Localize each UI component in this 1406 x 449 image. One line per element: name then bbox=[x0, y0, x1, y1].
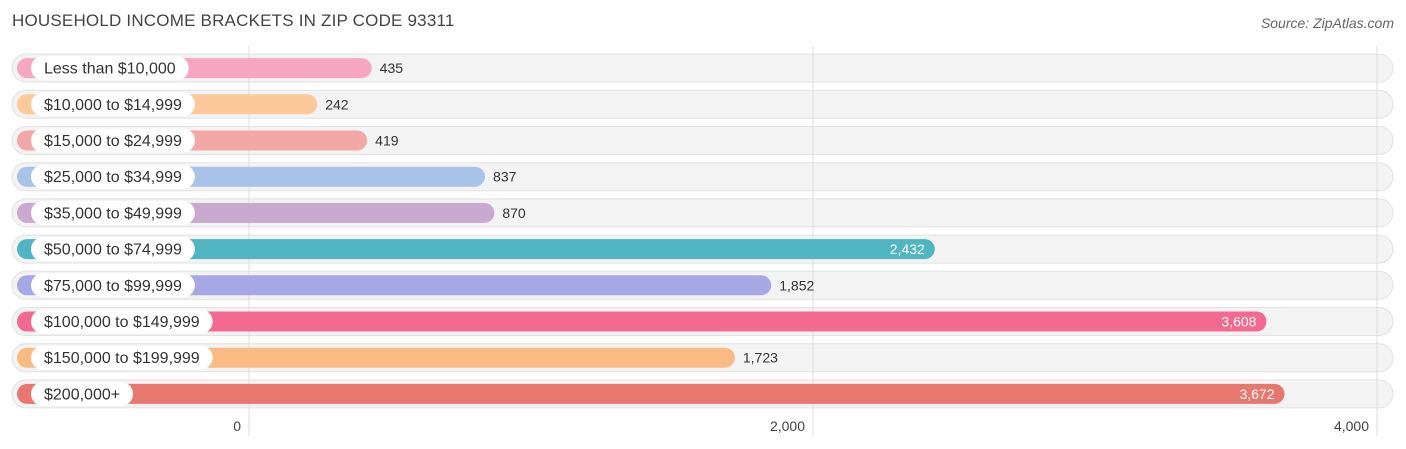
bar bbox=[17, 275, 772, 296]
bar bbox=[17, 311, 1267, 332]
category-pill bbox=[31, 309, 213, 334]
category-label: $15,000 to $24,999 bbox=[44, 133, 182, 150]
category-pill bbox=[31, 273, 195, 298]
category-label: $10,000 to $14,999 bbox=[44, 97, 182, 114]
category-label: $100,000 to $149,999 bbox=[44, 314, 200, 331]
bar bbox=[17, 239, 935, 260]
category-pill bbox=[31, 92, 195, 117]
value-label: 837 bbox=[493, 169, 517, 185]
category-pill bbox=[31, 381, 134, 406]
category-label: $150,000 to $199,999 bbox=[44, 350, 200, 367]
x-tick-label: 0 bbox=[233, 418, 241, 434]
value-label: 435 bbox=[380, 60, 404, 76]
category-pill bbox=[31, 128, 195, 153]
value-label: 242 bbox=[325, 96, 349, 112]
value-label: 2,432 bbox=[890, 241, 925, 257]
x-tick-label: 4,000 bbox=[1334, 418, 1369, 434]
category-label: $50,000 to $74,999 bbox=[44, 242, 182, 259]
value-label: 1,723 bbox=[743, 350, 778, 366]
category-pill bbox=[31, 237, 195, 262]
category-label: $200,000+ bbox=[44, 386, 120, 403]
category-pill bbox=[31, 56, 189, 81]
category-pill bbox=[31, 164, 195, 189]
category-label: $75,000 to $99,999 bbox=[44, 278, 182, 295]
x-tick-label: 2,000 bbox=[770, 418, 805, 434]
row-background bbox=[11, 89, 1394, 119]
category-label: Less than $10,000 bbox=[44, 61, 176, 78]
bar bbox=[17, 383, 1285, 404]
category-pill bbox=[31, 200, 195, 225]
category-label: $25,000 to $34,999 bbox=[44, 169, 182, 186]
category-label: $35,000 to $49,999 bbox=[44, 205, 182, 222]
category-pill bbox=[31, 345, 213, 370]
value-label: 3,672 bbox=[1239, 386, 1274, 402]
value-label: 1,852 bbox=[779, 277, 814, 293]
chart-source: Source: ZipAtlas.com bbox=[1260, 15, 1394, 31]
value-label: 870 bbox=[502, 205, 526, 221]
chart-title: HOUSEHOLD INCOME BRACKETS IN ZIP CODE 93… bbox=[12, 11, 455, 30]
value-label: 419 bbox=[375, 133, 399, 149]
value-label: 3,608 bbox=[1221, 314, 1256, 330]
